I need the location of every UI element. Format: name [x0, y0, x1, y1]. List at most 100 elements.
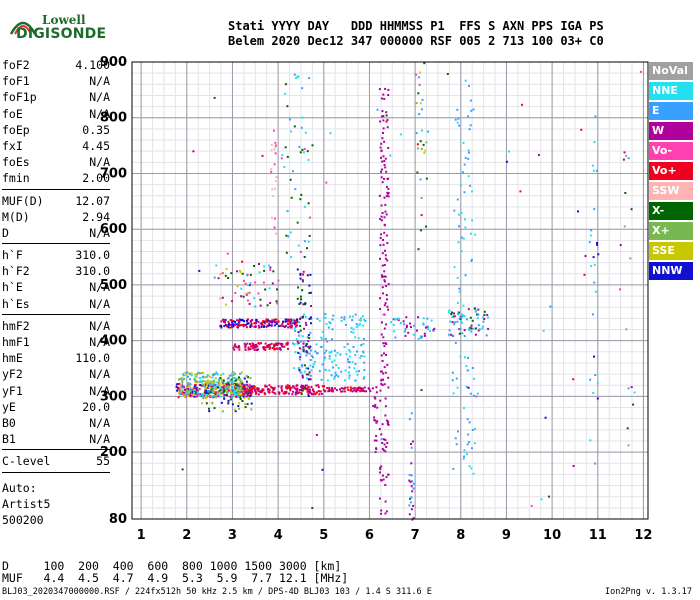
echo-point [487, 327, 490, 330]
echo-point [380, 479, 382, 482]
param-name: foEp [2, 122, 30, 137]
echo-point [266, 304, 269, 307]
echo-point [467, 308, 470, 311]
echo-point [249, 386, 251, 389]
echo-point [464, 79, 467, 82]
echo-point [593, 263, 596, 266]
echo-point [178, 382, 181, 385]
echo-point [204, 393, 207, 396]
echo-point [230, 372, 233, 375]
param-row: C-level 55 [2, 453, 110, 469]
echo-point [572, 378, 575, 381]
echo-point [428, 330, 431, 333]
param-row: B0 N/A [2, 415, 110, 431]
echo-point [381, 276, 384, 279]
echo-point [224, 274, 227, 277]
echo-point [387, 195, 390, 198]
echo-point [274, 321, 277, 324]
data-points [175, 62, 642, 521]
y-tick-label: 80 [109, 512, 127, 527]
echo-point [348, 377, 351, 380]
echo-point [208, 381, 211, 384]
echo-point [257, 387, 260, 390]
autoscaling-info: Auto: Artist5 500200 [2, 480, 50, 528]
echo-point [381, 212, 384, 214]
echo-point [199, 393, 202, 396]
echo-point [254, 305, 257, 308]
echo-point [378, 88, 381, 91]
echo-point [337, 375, 340, 378]
echo-point [233, 380, 236, 382]
echo-point [227, 377, 230, 379]
echo-point [294, 393, 297, 396]
echo-point [306, 387, 309, 390]
echo-point [459, 355, 462, 358]
echo-point [195, 389, 198, 392]
echo-point [236, 270, 238, 273]
echo-point [379, 468, 382, 470]
echo-point [211, 389, 214, 392]
echo-point [289, 386, 292, 389]
echo-point [384, 450, 387, 453]
echo-point [304, 131, 307, 134]
echo-point [385, 323, 388, 326]
echo-point [295, 338, 298, 341]
echo-point [315, 391, 318, 394]
echo-point [300, 126, 303, 129]
echo-point [206, 376, 208, 378]
legend-item: W [649, 122, 693, 140]
echo-point [225, 383, 228, 386]
echo-point [221, 380, 224, 383]
echo-point [298, 321, 301, 324]
echo-point [325, 322, 328, 325]
echo-point [592, 169, 595, 172]
echo-point [188, 389, 191, 392]
echo-point [282, 320, 285, 323]
echo-point [470, 330, 473, 333]
param-row: yF1 N/A [2, 383, 110, 399]
muf-row: MUF 4.4 4.5 4.7 4.9 5.3 5.9 7.7 12.1 [MH… [2, 571, 349, 585]
echo-point [352, 387, 355, 390]
param-row: D N/A [2, 225, 110, 241]
echo-point [247, 346, 250, 349]
echo-point [457, 313, 460, 316]
echo-point [302, 280, 304, 283]
echo-point [302, 270, 305, 273]
echo-point [378, 194, 381, 197]
echo-point [453, 321, 456, 324]
echo-point [463, 449, 466, 452]
param-name: yF1 [2, 383, 23, 398]
echo-point [363, 368, 366, 371]
echo-point [230, 384, 233, 387]
echo-point [180, 384, 183, 387]
echo-point [177, 396, 180, 399]
echo-point [287, 323, 289, 326]
echo-point [292, 319, 295, 322]
echo-point [234, 320, 237, 323]
echo-point [245, 375, 248, 378]
echo-point [277, 391, 280, 394]
echo-point [231, 323, 234, 326]
echo-point [470, 260, 473, 262]
echo-point [238, 402, 241, 405]
echo-point [375, 421, 378, 424]
echo-point [227, 402, 230, 405]
echo-point [247, 385, 250, 388]
echo-point [290, 319, 293, 322]
echo-point [591, 164, 594, 167]
echo-point [283, 326, 286, 328]
echo-point [350, 327, 353, 329]
echo-point [380, 465, 383, 468]
echo-point [251, 389, 254, 391]
echo-point [251, 391, 253, 394]
echo-point [233, 391, 236, 394]
echo-point [255, 320, 258, 323]
echo-point [239, 396, 242, 399]
echo-point [247, 348, 250, 351]
echo-point [328, 321, 331, 324]
legend-item: SSW [649, 182, 693, 200]
echo-point [421, 335, 424, 338]
echo-point [448, 334, 450, 337]
digisonde-logo: Lowell DIGISONDE [8, 10, 108, 50]
echo-point [411, 440, 414, 443]
